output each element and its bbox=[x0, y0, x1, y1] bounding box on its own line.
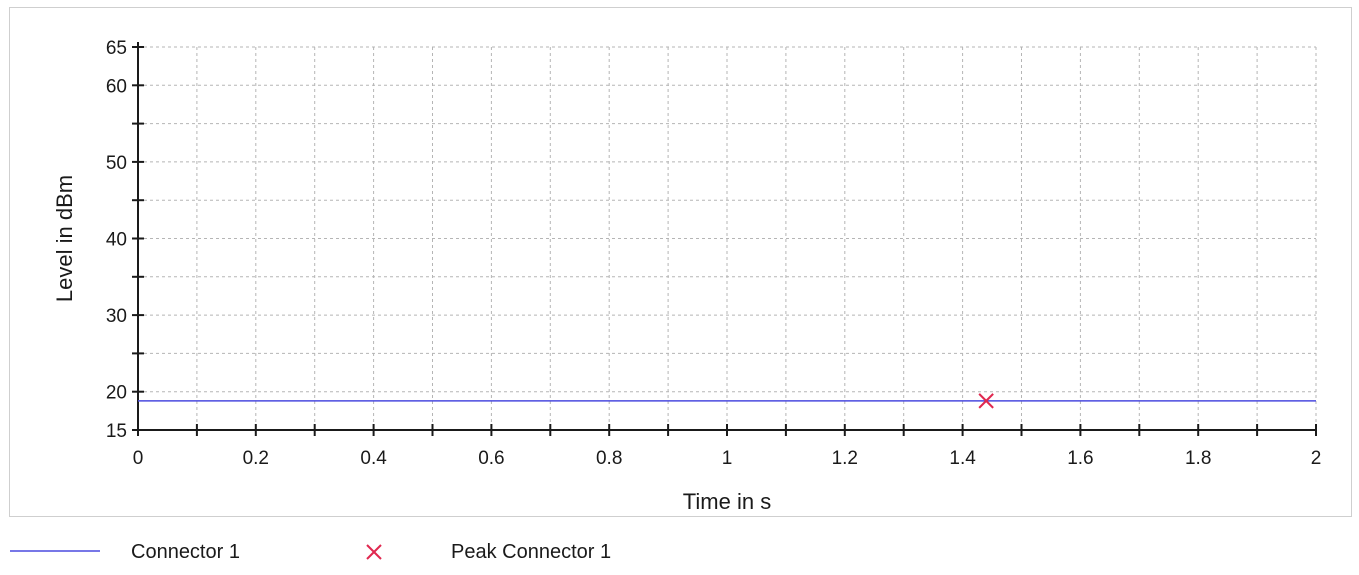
y-tick-label: 30 bbox=[106, 306, 127, 327]
legend-x-marker-swatch bbox=[366, 544, 382, 560]
peak-marker bbox=[978, 393, 994, 409]
x-tick-label: 1 bbox=[722, 448, 733, 469]
y-tick-label: 20 bbox=[106, 383, 127, 404]
y-tick-label: 60 bbox=[106, 76, 127, 97]
x-tick-label: 1.6 bbox=[1067, 448, 1093, 469]
y-axis-title: Level in dBm bbox=[52, 175, 77, 302]
y-tick-label: 15 bbox=[106, 421, 127, 442]
x-tick-label: 0.2 bbox=[243, 448, 269, 469]
legend-item-peak-connector-1: Peak Connector 1 bbox=[366, 541, 611, 563]
chart-plot: 0 0.2 0.4 0.6 0.8 1 1.2 1.4 1.6 1.8 2 15 20 30 40 50 60 6… bbox=[52, 38, 1321, 514]
series-marks bbox=[138, 393, 1316, 409]
y-tick-label: 65 bbox=[106, 38, 127, 59]
axis-ticks: 0 0.2 0.4 0.6 0.8 1 1.2 1.4 1.6 1.8 2 15 20 30 40 50 60 6… bbox=[106, 38, 1321, 469]
legend-item-connector-1: Connector 1 bbox=[10, 541, 240, 563]
legend: Connector 1 Peak Connector 1 bbox=[10, 541, 611, 563]
peak-marker-stroke bbox=[978, 393, 994, 409]
y-tick-label: 50 bbox=[106, 153, 127, 174]
x-tick-label: 1.2 bbox=[832, 448, 858, 469]
x-tick-label: 0.8 bbox=[596, 448, 622, 469]
legend-label-connector-1: Connector 1 bbox=[131, 541, 240, 563]
chart-frame: 0 0.2 0.4 0.6 0.8 1 1.2 1.4 1.6 1.8 2 15 20 30 40 50 60 6… bbox=[9, 7, 1352, 517]
x-tick-label: 1.8 bbox=[1185, 448, 1211, 469]
x-tick-label: 0 bbox=[133, 448, 144, 469]
x-tick-label: 1.4 bbox=[949, 448, 976, 469]
grid-lines bbox=[138, 46, 1317, 430]
x-tick-label: 0.4 bbox=[360, 448, 387, 469]
x-axis-title: Time in s bbox=[683, 489, 771, 514]
y-tick-label: 40 bbox=[106, 230, 127, 251]
legend-label-peak-connector-1: Peak Connector 1 bbox=[451, 541, 611, 563]
x-tick-label: 2 bbox=[1311, 448, 1322, 469]
x-tick-label: 0.6 bbox=[478, 448, 504, 469]
